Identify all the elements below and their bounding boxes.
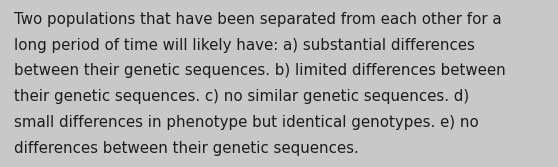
Text: between their genetic sequences. b) limited differences between: between their genetic sequences. b) limi… bbox=[14, 63, 506, 78]
Text: small differences in phenotype but identical genotypes. e) no: small differences in phenotype but ident… bbox=[14, 115, 479, 130]
Text: long period of time will likely have: a) substantial differences: long period of time will likely have: a)… bbox=[14, 38, 475, 53]
Text: their genetic sequences. c) no similar genetic sequences. d): their genetic sequences. c) no similar g… bbox=[14, 89, 469, 104]
Text: differences between their genetic sequences.: differences between their genetic sequen… bbox=[14, 141, 359, 156]
Text: Two populations that have been separated from each other for a: Two populations that have been separated… bbox=[14, 12, 502, 27]
